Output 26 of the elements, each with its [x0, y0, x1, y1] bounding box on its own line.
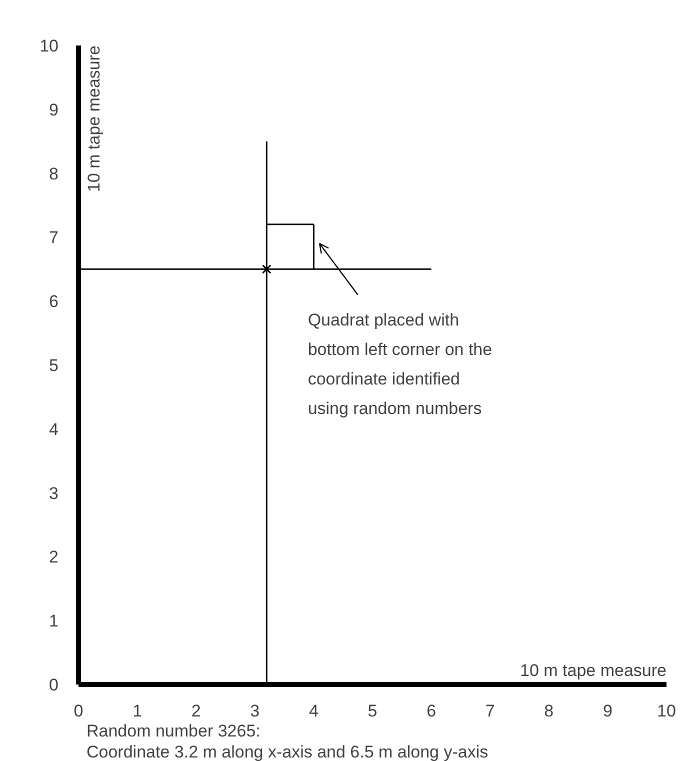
x-axis-title: 10 m tape measure: [520, 661, 666, 680]
y-tick-label: 5: [49, 356, 59, 375]
x-tick-label: 10: [657, 702, 676, 720]
x-tick-label: 6: [426, 702, 436, 720]
x-tick-label: 0: [74, 702, 84, 720]
x-tick-label: 3: [250, 702, 260, 720]
x-tick-label: 7: [485, 702, 495, 720]
y-tick-label: 1: [49, 612, 59, 631]
y-axis-title: 10 m tape measure: [84, 46, 104, 192]
x-tick-label: 5: [368, 702, 378, 720]
y-tick-label: 10: [40, 36, 59, 56]
y-tick-label: 2: [49, 548, 59, 567]
y-tick-label: 8: [49, 164, 59, 184]
x-tick-label: 9: [602, 702, 612, 720]
x-tick-label: 2: [191, 702, 201, 720]
text: Random number 3265: Coordinate 3.2 m along x-axis and 6.5 m along y-axis: [86, 722, 488, 761]
x-tick-label: 8: [544, 702, 554, 720]
y-tick-label: 3: [49, 484, 59, 503]
x-tick-label: 1: [132, 702, 142, 720]
x-tick-label: 4: [308, 702, 318, 720]
annotation: Quadrat placed with bottom left corner on the coordinate identified using random numbers: [308, 310, 492, 418]
y-tick-label: 4: [49, 420, 59, 439]
y-tick-label: 7: [49, 228, 59, 248]
y-tick-label: 6: [49, 292, 59, 312]
y-tick-label: 0: [49, 676, 59, 694]
y-tick-label: 9: [49, 100, 59, 120]
